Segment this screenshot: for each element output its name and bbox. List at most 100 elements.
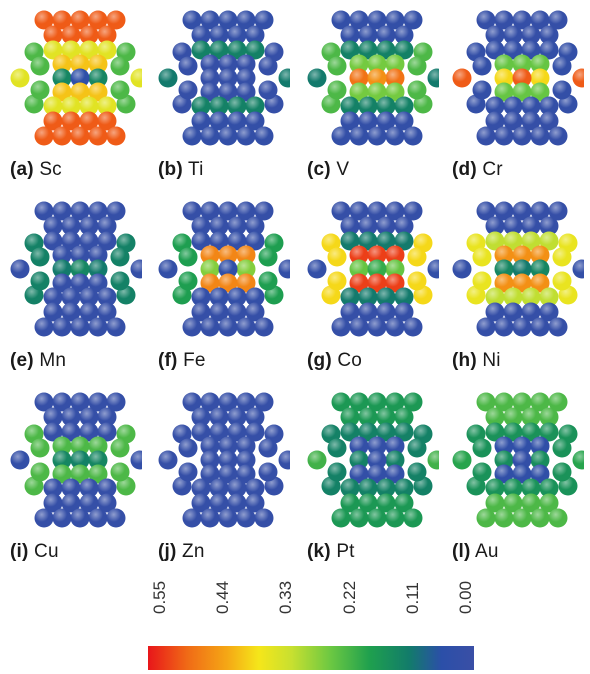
atom-sphere <box>88 450 108 470</box>
atom-sphere <box>358 25 378 45</box>
atom-sphere <box>394 422 414 442</box>
atom-sphere <box>88 392 108 412</box>
atom-sphere <box>236 201 256 221</box>
atom-sphere <box>61 40 81 60</box>
atom-sphere <box>110 438 130 458</box>
atom-sphere <box>209 40 229 60</box>
atom-sphere <box>548 392 568 412</box>
atom-sphere <box>200 68 220 88</box>
atom-sphere <box>358 231 378 251</box>
panel-letter: (k) <box>307 541 331 562</box>
atom-sphere <box>43 478 63 498</box>
atom-sphere <box>245 40 265 60</box>
atom-sphere <box>367 82 387 102</box>
atom-sphere <box>79 422 99 442</box>
panel-element: Au <box>474 541 499 562</box>
atom-sphere <box>97 25 117 45</box>
atom-sphere <box>34 126 54 146</box>
atom-sphere <box>70 436 90 456</box>
atom-sphere <box>106 317 126 337</box>
atom-sphere <box>97 493 117 513</box>
atom-sphere <box>52 245 72 265</box>
atom-sphere <box>254 201 274 221</box>
atom-sphere <box>218 273 238 293</box>
atom-sphere <box>218 464 238 484</box>
atom-sphere <box>34 392 54 412</box>
atom-sphere <box>485 422 505 442</box>
atom-sphere <box>191 478 211 498</box>
atom-sphere <box>30 247 50 267</box>
atom-sphere <box>539 287 559 307</box>
panel-letter: (g) <box>307 350 332 371</box>
atom-sphere <box>227 96 247 116</box>
atom-sphere <box>278 68 290 88</box>
atom-sphere <box>539 25 559 45</box>
atom-sphere <box>494 436 514 456</box>
atom-sphere <box>130 450 142 470</box>
atom-sphere <box>472 80 492 100</box>
atom-sphere <box>394 493 414 513</box>
atom-sphere <box>43 422 63 442</box>
atom-sphere <box>407 247 427 267</box>
atom-sphere <box>200 82 220 102</box>
atom-sphere <box>110 271 130 291</box>
atom-sphere <box>227 216 247 236</box>
atom-sphere <box>106 392 126 412</box>
atom-sphere <box>52 126 72 146</box>
atom-sphere <box>158 68 178 88</box>
atom-sphere <box>227 231 247 251</box>
atom-sphere <box>79 302 99 322</box>
panel-element: V <box>336 159 350 180</box>
atom-sphere <box>485 478 505 498</box>
atom-sphere <box>110 462 130 482</box>
atom-sphere <box>43 25 63 45</box>
panel-v: (c) V <box>307 6 439 194</box>
atom-sphere <box>548 317 568 337</box>
atom-sphere <box>521 422 541 442</box>
panel-letter: (e) <box>10 350 34 371</box>
atom-sphere <box>452 259 472 279</box>
atom-sphere <box>512 201 532 221</box>
atom-sphere <box>349 508 369 528</box>
atom-sphere <box>34 508 54 528</box>
atom-sphere <box>385 259 405 279</box>
atom-sphere <box>61 25 81 45</box>
atom-sphere <box>539 478 559 498</box>
atom-sphere <box>403 508 423 528</box>
atom-sphere <box>200 10 220 30</box>
atom-sphere <box>485 493 505 513</box>
atom-sphere <box>70 450 90 470</box>
atom-sphere <box>97 287 117 307</box>
atom-sphere <box>52 436 72 456</box>
atom-sphere <box>245 478 265 498</box>
panel-letter: (a) <box>10 159 34 180</box>
scale-tick-label: 0.44 <box>213 580 232 614</box>
panel-caption: (h) Ni <box>452 350 501 372</box>
atom-sphere <box>191 287 211 307</box>
atom-sphere <box>278 450 290 470</box>
atom-sphere <box>521 96 541 116</box>
atom-sphere <box>485 25 505 45</box>
atom-sphere <box>340 96 360 116</box>
atom-sphere <box>530 10 550 30</box>
atom-sphere <box>394 287 414 307</box>
atom-sphere <box>236 450 256 470</box>
atom-sphere <box>52 10 72 30</box>
atom-sphere <box>552 247 572 267</box>
atom-sphere <box>530 450 550 470</box>
atom-sphere <box>367 450 387 470</box>
atom-sphere <box>245 216 265 236</box>
atom-sphere <box>385 392 405 412</box>
atom-sphere <box>34 10 54 30</box>
atom-sphere <box>403 392 423 412</box>
panel-element: Cr <box>482 159 503 180</box>
atom-sphere <box>209 111 229 131</box>
atom-sphere <box>494 54 514 74</box>
atom-sphere <box>403 201 423 221</box>
cluster-image <box>307 201 439 337</box>
atom-sphere <box>79 287 99 307</box>
atom-sphere <box>227 287 247 307</box>
atom-sphere <box>349 436 369 456</box>
atom-sphere <box>407 80 427 100</box>
atom-sphere <box>236 82 256 102</box>
